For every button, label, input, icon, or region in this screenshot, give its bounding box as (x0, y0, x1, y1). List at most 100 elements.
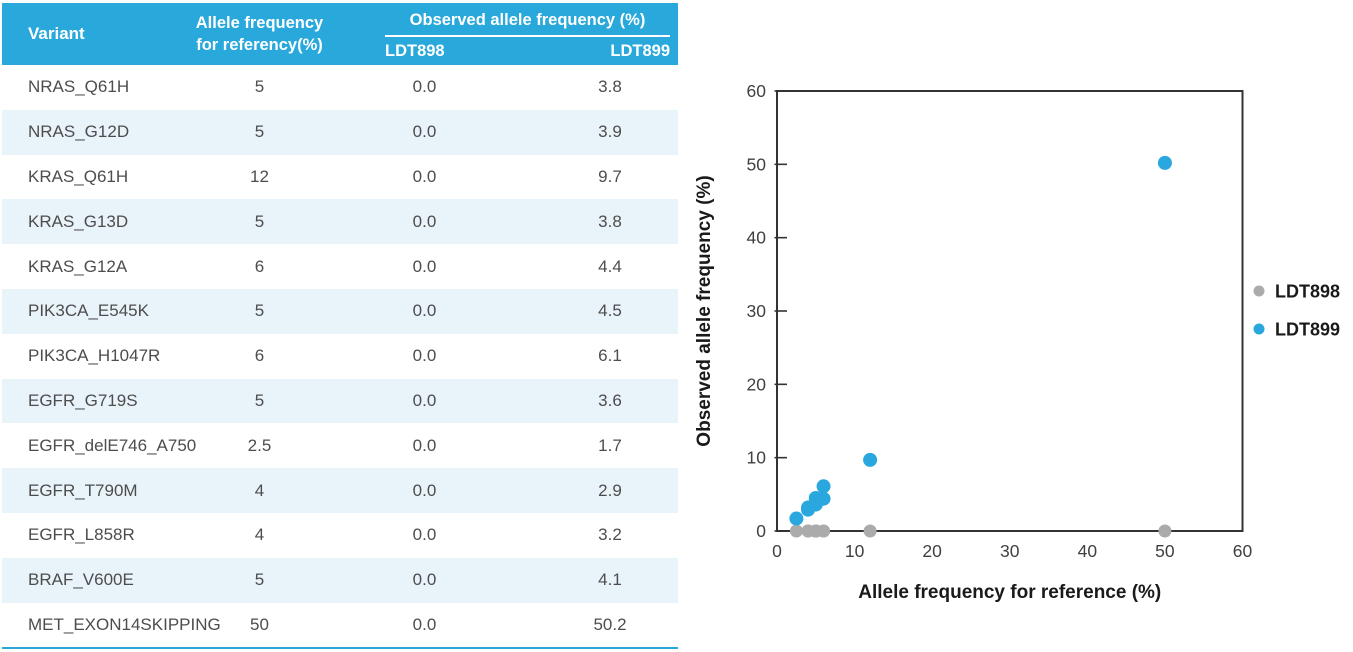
scatter-chart-svg: 0 10 20 30 40 50 60 0 10 20 30 40 50 60 Allele frequen… (694, 81, 1340, 603)
cell-ref-frequency: 6 (254, 346, 265, 366)
cell-ref-frequency: 5 (254, 211, 265, 231)
cell-ldt899: 3.8 (598, 211, 622, 231)
table-row: PIK3CA_H1047R 6 0.0 6.1 (2, 334, 678, 379)
table-row: EGFR_delE746_A750 2.5 0.0 1.7 (2, 423, 678, 468)
header-variant-label: Variant (28, 24, 85, 43)
table-header: Variant Allele frequency for referency(%… (2, 3, 678, 65)
cell-variant: PIK3CA_H1047R (28, 346, 161, 366)
header-sub-ldt898: LDT898 (385, 42, 445, 60)
cell-ldt898: 0.0 (412, 435, 437, 455)
x-tick-label: 60 (1233, 541, 1253, 561)
header-observed-title: Observed allele frequency (%) (385, 11, 670, 37)
scatter-chart: 0 10 20 30 40 50 60 0 10 20 30 40 50 60 Allele frequen… (676, 0, 1353, 652)
table-row: PIK3CA_E545K 5 0.0 4.5 (2, 288, 678, 334)
data-point-ldt898 (789, 524, 803, 538)
cell-ldt899: 2.9 (598, 480, 622, 500)
cell-ldt898: 0.0 (412, 122, 437, 142)
cell-ldt899: 4.4 (598, 256, 622, 276)
variant-table: Variant Allele frequency for referency(%… (2, 3, 678, 650)
cell-ldt899: 3.6 (598, 390, 622, 410)
cell-ref-frequency: 6 (254, 256, 265, 276)
cell-ldt898: 0.0 (412, 166, 437, 186)
cell-variant: KRAS_G13D (28, 211, 129, 231)
cell-variant: NRAS_G12D (28, 122, 130, 142)
legend-swatch-ldt898 (1253, 285, 1265, 297)
cell-variant: KRAS_G12A (28, 256, 128, 276)
cell-ldt899: 3.9 (598, 122, 622, 142)
cell-variant: PIK3CA_E545K (28, 301, 149, 321)
cell-ldt899: 6.1 (598, 346, 622, 366)
cell-variant: EGFR_delE746_A750 (28, 435, 197, 455)
header-observed-subrow: LDT898 LDT899 (385, 42, 670, 61)
data-point-ldt898 (809, 524, 823, 538)
table-row: BRAF_V600E 5 0.0 4.1 (2, 557, 678, 603)
table-body: NRAS_Q61H 5 0.0 3.8 NRAS_G12D 5 0.0 3.9 KRAS_Q61… (2, 65, 678, 647)
cell-variant: MET_EXON14SKIPPING (28, 614, 221, 634)
y-tick-label: 10 (747, 448, 767, 468)
y-axis-title: Observed allele frequency (%) (694, 175, 715, 446)
data-point-ldt899 (1157, 155, 1172, 170)
cell-ldt899: 3.8 (598, 77, 622, 97)
cell-ldt899: 1.7 (598, 435, 622, 455)
header-cell-variant: Variant (2, 3, 172, 65)
header-group-observed: Observed allele frequency (%) LDT898 LDT… (347, 3, 678, 65)
cell-ldt898: 0.0 (412, 570, 437, 590)
x-tick-label: 30 (1000, 541, 1020, 561)
cell-ref-frequency: 5 (254, 570, 265, 590)
cell-ref-frequency: 5 (254, 122, 265, 142)
cell-variant: EGFR_T790M (28, 480, 138, 500)
cell-ldt898: 0.0 (412, 480, 437, 500)
y-tick-label: 0 (756, 521, 766, 541)
legend-label-ldt899: LDT899 (1275, 320, 1340, 340)
table-row: KRAS_G12A 6 0.0 4.4 (2, 244, 678, 289)
cell-ref-frequency: 4 (254, 525, 265, 545)
cell-ldt899: 4.1 (598, 570, 622, 590)
plot-area-border (776, 90, 1244, 532)
table-row: KRAS_G13D 5 0.0 3.8 (2, 199, 678, 245)
x-axis-title: Allele frequency for reference (%) (858, 582, 1161, 603)
cell-ref-frequency: 5 (254, 301, 265, 321)
cell-ref-frequency: 4 (254, 480, 265, 500)
data-point-ldt899 (863, 452, 878, 467)
cell-ldt898: 0.0 (412, 525, 437, 545)
cell-ldt898: 0.0 (412, 211, 437, 231)
cell-ldt898: 0.0 (412, 301, 437, 321)
cell-variant: EGFR_G719S (28, 390, 138, 410)
x-tick-label: 0 (772, 541, 782, 561)
cell-ldt898: 0.0 (412, 614, 437, 634)
table-row: EGFR_G719S 5 0.0 3.6 (2, 378, 678, 424)
cell-ldt899: 9.7 (598, 166, 622, 186)
y-tick-label: 60 (747, 81, 767, 101)
cell-variant: EGFR_L858R (28, 525, 135, 545)
table-row: NRAS_Q61H 5 0.0 3.8 (2, 65, 678, 110)
data-point-ldt899 (816, 479, 831, 494)
cell-variant: BRAF_V600E (28, 570, 134, 590)
legend-label-ldt898: LDT898 (1275, 282, 1340, 302)
data-point-ldt898 (1158, 524, 1172, 538)
cell-ldt898: 0.0 (412, 77, 437, 97)
data-point-ldt898 (863, 524, 877, 538)
table-row: EGFR_T790M 4 0.0 2.9 (2, 468, 678, 513)
header-sub-ldt899: LDT899 (610, 42, 670, 60)
table-row: MET_EXON14SKIPPING 50 0.0 50.2 (2, 603, 678, 648)
x-tick-label: 50 (1155, 541, 1175, 561)
cell-ldt898: 0.0 (412, 390, 437, 410)
y-tick-label: 40 (747, 228, 767, 248)
table-bottom-border (2, 647, 678, 650)
table-row: NRAS_G12D 5 0.0 3.9 (2, 109, 678, 155)
table-row: EGFR_L858R 4 0.0 3.2 (2, 513, 678, 558)
cell-ldt899: 3.2 (598, 525, 622, 545)
x-tick-label: 10 (845, 541, 865, 561)
header-ref-line2: for referency(%) (196, 36, 323, 54)
cell-ref-frequency: 5 (254, 77, 265, 97)
y-tick-label: 50 (747, 154, 767, 174)
cell-ref-frequency: 5 (254, 390, 265, 410)
cell-variant: KRAS_Q61H (28, 166, 129, 186)
x-tick-label: 40 (1078, 541, 1098, 561)
y-tick-label: 30 (747, 301, 767, 321)
cell-ldt898: 0.0 (412, 256, 437, 276)
table-row: KRAS_Q61H 12 0.0 9.7 (2, 155, 678, 200)
x-tick-label: 20 (922, 541, 942, 561)
cell-ref-frequency: 2.5 (247, 435, 272, 455)
